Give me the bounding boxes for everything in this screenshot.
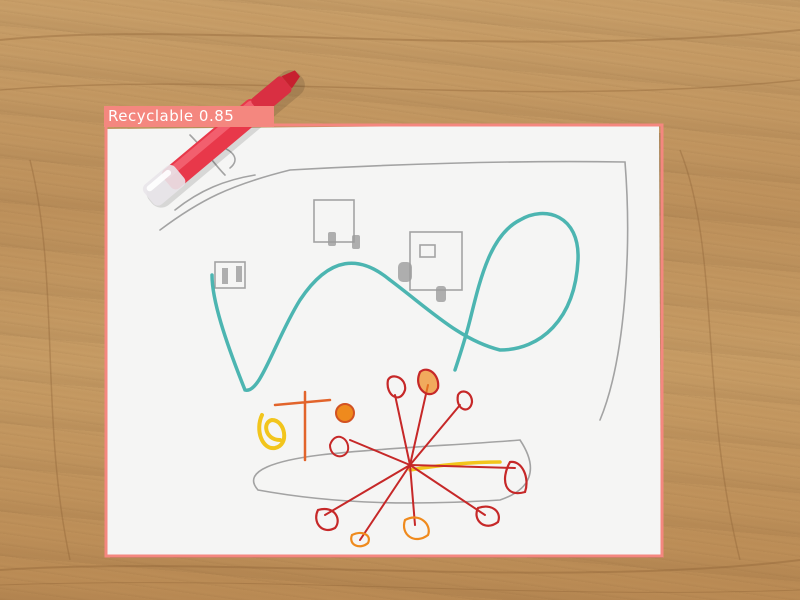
detection-confidence: 0.85 (198, 107, 235, 125)
paper-sheet (106, 124, 663, 558)
detection-label: Recyclable 0.85 (104, 106, 238, 126)
crayon-drawing (257, 368, 528, 548)
detection-label-background (104, 106, 274, 127)
detection-class-label: Recyclable (108, 107, 194, 125)
pencil-figures (222, 232, 446, 302)
wood-table-surface (0, 29, 800, 593)
detection-bounding-box (104, 123, 664, 558)
teal-crayon-wave (210, 211, 580, 392)
